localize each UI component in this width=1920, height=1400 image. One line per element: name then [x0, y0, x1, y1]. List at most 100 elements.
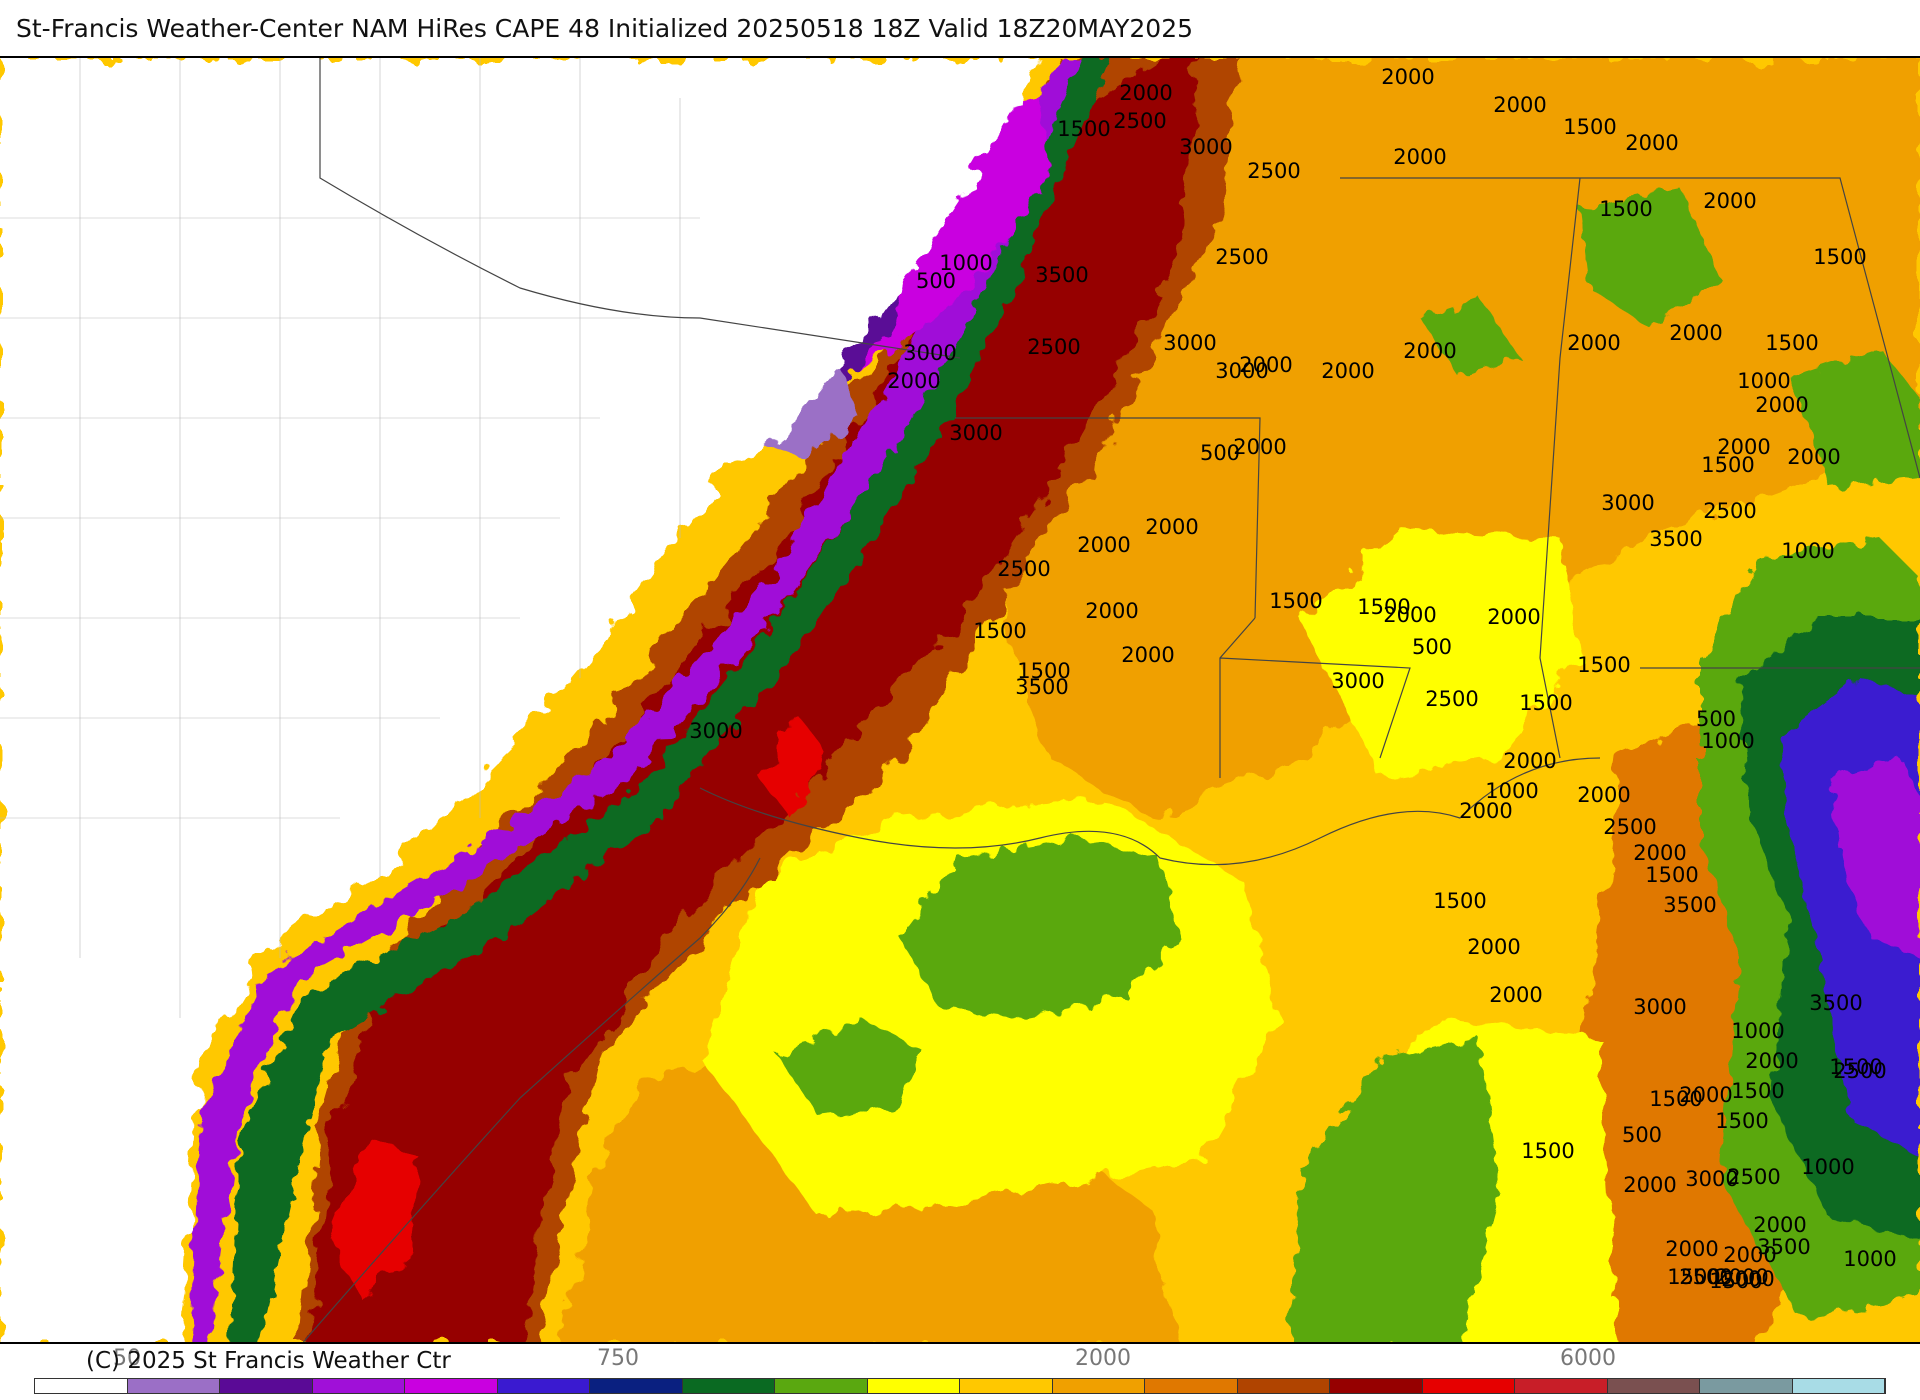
contour-label: 2500 [1027, 335, 1080, 359]
colorbar-segment [1792, 1379, 1885, 1393]
colorbar-segment [1607, 1379, 1700, 1393]
contour-label: 3000 [1331, 669, 1384, 693]
contour-label: 1500 [1709, 1269, 1762, 1293]
contour-label: 2000 [1383, 603, 1436, 627]
colorbar-segment [1145, 1379, 1238, 1393]
contour-label: 1500 [973, 619, 1026, 643]
contour-label: 2500 [1425, 687, 1478, 711]
contour-label: 2000 [1493, 93, 1546, 117]
contour-labels: 2000250015003000250020002000150020002000… [689, 65, 1896, 1293]
colorbar-segment [1330, 1379, 1423, 1393]
contour-label: 2000 [1715, 1265, 1768, 1289]
contour-label: 500 [1622, 1123, 1662, 1147]
contour-label: 2000 [1489, 983, 1542, 1007]
contour-label: 3000 [1685, 1167, 1738, 1191]
contour-label: 2000 [1679, 1083, 1732, 1107]
contour-label: 2500 [1247, 159, 1300, 183]
colorbar-segment [127, 1379, 220, 1393]
contour-label: 2000 [1787, 445, 1840, 469]
contour-label: 2000 [1233, 435, 1286, 459]
contour-label: 1500 [1715, 1109, 1768, 1133]
contour-label: 2500 [1679, 1265, 1732, 1289]
contour-label: 1000 [1485, 779, 1538, 803]
contour-label: 500 [1200, 441, 1240, 465]
contour-label: 3500 [1663, 893, 1716, 917]
contour-label: 500 [1412, 635, 1452, 659]
contour-label: 1500 [1521, 1139, 1574, 1163]
contour-label: 3500 [1015, 675, 1068, 699]
colorbar-segment [35, 1379, 128, 1393]
contour-label: 1000 [1781, 539, 1834, 563]
contour-label: 1500 [1649, 1087, 1702, 1111]
contour-label: 3500 [1649, 527, 1702, 551]
contour-label: 1500 [1577, 653, 1630, 677]
contour-label: 2000 [1459, 799, 1512, 823]
colorbar-segment [312, 1379, 405, 1393]
cape-map: 2000 2500 1500 3000 2500 2000 2000 1500 2000 2000… [0, 56, 1920, 1344]
colorbar-segment [1052, 1379, 1145, 1393]
contour-label: 3000 [949, 421, 1002, 445]
contour-label: 1500 [1433, 889, 1486, 913]
contour-label: 2500 [1215, 245, 1268, 269]
contour-label: 1000 [1701, 729, 1754, 753]
contour-label: 500 [1696, 707, 1736, 731]
contour-label: 1500 [1829, 1055, 1882, 1079]
contour-label: 1000 [939, 251, 992, 275]
colorbar-segment [1700, 1379, 1793, 1393]
contour-label: 2000 [1577, 783, 1630, 807]
cape-field-svg: 2000250015003000250020002000150020002000… [0, 58, 1920, 1342]
contour-label: 2000 [1753, 1213, 1806, 1237]
contour-label: 2000 [1321, 359, 1374, 383]
contour-label: 2000 [1381, 65, 1434, 89]
contour-label: 2000 [1717, 435, 1770, 459]
contour-label: 1500 [1357, 595, 1410, 619]
contour-label: 2000 [1723, 1243, 1776, 1267]
contour-label: 2500 [997, 557, 1050, 581]
contour-label: 2000 [1121, 643, 1174, 667]
contour-label: 2000 [1239, 353, 1292, 377]
cape-colorbar [34, 1378, 1886, 1394]
contour-label: 2000 [1119, 81, 1172, 105]
contour-label: 1000 [1801, 1155, 1854, 1179]
contour-label: 2000 [1085, 599, 1138, 623]
contour-label: 2000 [1393, 145, 1446, 169]
contour-label: 2000 [1665, 1237, 1718, 1261]
contour-label: 2000 [1567, 331, 1620, 355]
contour-label: 1500 [1017, 659, 1070, 683]
contour-label: 3000 [689, 719, 742, 743]
contour-label: 1500 [1269, 589, 1322, 613]
contour-label: 3500 [1757, 1235, 1810, 1259]
contour-label: 2000 [1467, 935, 1520, 959]
contour-label: 2000 [1077, 533, 1130, 557]
contour-label: 1500 [1599, 197, 1652, 221]
contour-label: 3000 [903, 341, 956, 365]
contour-label: 1500 [1701, 453, 1754, 477]
contour-label: 2000 [1745, 1049, 1798, 1073]
contour-label: 2000 [1487, 605, 1540, 629]
contour-label: 500 [916, 269, 956, 293]
contour-label: 2000 [1145, 515, 1198, 539]
contour-label: 1000 [1731, 1019, 1784, 1043]
contour-label: 3000 [1179, 135, 1232, 159]
contour-label: 3000 [1633, 995, 1686, 1019]
contour-label: 1500 [1057, 117, 1110, 141]
contour-label: 3500 [1035, 263, 1088, 287]
contour-label: 1500 [1519, 691, 1572, 715]
contour-label: 2000 [1633, 841, 1686, 865]
contour-label: 2500 [1727, 1165, 1780, 1189]
contour-label: 2500 [1833, 1059, 1886, 1083]
colorbar-tick-label: 750 [597, 1346, 639, 1371]
colorbar-tick-label: 50 [113, 1346, 141, 1371]
cape-color-fields [0, 58, 1920, 1342]
colorbar-segment [497, 1379, 590, 1393]
contour-label: 1500 [1731, 1079, 1784, 1103]
contour-label: 1500 [1667, 1265, 1720, 1289]
colorbar-segment [1515, 1379, 1608, 1393]
map-title: St-Francis Weather-Center NAM HiRes CAPE… [16, 14, 1194, 43]
colorbar-segment [960, 1379, 1053, 1393]
colorbar-tick-label: 2000 [1075, 1346, 1131, 1371]
contour-label: 3000 [1215, 359, 1268, 383]
contour-label: 2000 [1721, 1267, 1774, 1291]
contour-label: 1000 [1843, 1247, 1896, 1271]
county-and-state-boundaries [0, 58, 1920, 1342]
